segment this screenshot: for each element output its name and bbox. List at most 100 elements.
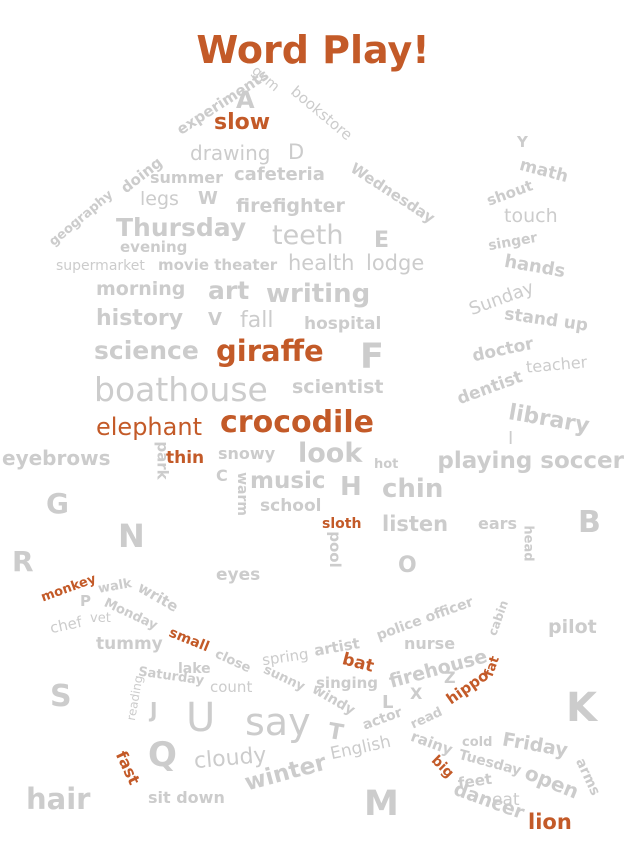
word-41: eyebrows [2, 446, 111, 470]
word-26: history [96, 306, 184, 331]
word-112: Q [148, 735, 177, 775]
word-13: W [198, 188, 218, 209]
word-42: hot [374, 457, 399, 472]
word-20: movie theater [158, 256, 278, 274]
word-50: sloth [322, 516, 362, 532]
word-125: sit down [148, 788, 225, 807]
word-72: B [578, 505, 601, 540]
word-22: lodge [366, 251, 425, 275]
word-103: say [245, 700, 311, 744]
word-23: morning [96, 278, 186, 300]
word-95: singing [316, 674, 379, 692]
word-70: library [506, 400, 592, 439]
word-24: art [208, 276, 250, 305]
word-8: D [288, 140, 305, 164]
word-77: P [80, 592, 91, 610]
word-39: look [298, 438, 363, 469]
word-100: reading [123, 674, 146, 722]
word-106: X [410, 684, 423, 703]
word-33: boathouse [94, 370, 268, 409]
word-59: Y [517, 133, 528, 151]
word-29: hospital [304, 314, 382, 334]
word-15: Thursday [116, 213, 247, 242]
word-49: school [260, 496, 322, 516]
word-25: writing [266, 279, 371, 309]
word-28: fall [240, 308, 274, 333]
word-6: slow [214, 110, 271, 135]
word-86: pilot [548, 616, 597, 638]
word-89: close [212, 646, 254, 677]
word-62: touch [504, 205, 558, 227]
word-75: walk [96, 576, 133, 597]
word-93: bat [340, 649, 376, 677]
word-127: M [364, 784, 399, 824]
word-90: lake [178, 661, 211, 677]
word-123: fast [111, 747, 144, 788]
word-46: music [250, 468, 326, 494]
word-84: cabin [485, 598, 512, 638]
word-54: N [118, 517, 145, 555]
word-34: scientist [292, 376, 384, 398]
word-48: chin [382, 474, 444, 504]
word-99: S [50, 679, 72, 714]
word-10: cafeteria [234, 164, 325, 185]
word-117: Friday [500, 728, 570, 762]
word-102: U [186, 695, 216, 741]
word-12: legs [140, 188, 179, 210]
word-101: J [150, 698, 158, 722]
word-111: K [566, 685, 597, 731]
word-124: hair [26, 782, 91, 816]
word-122: big [427, 752, 457, 782]
word-31: giraffe [216, 334, 324, 368]
word-108: actor [360, 704, 405, 734]
word-11: Wednesday [347, 159, 439, 228]
word-19: supermarket [56, 258, 145, 274]
word-58: O [398, 553, 417, 578]
word-92: count [210, 678, 253, 696]
word-14: firefighter [236, 195, 345, 217]
word-56: pool [325, 531, 344, 568]
word-9: summer [150, 168, 223, 187]
word-43: playing soccer [437, 448, 624, 474]
word-85: nurse [404, 634, 456, 653]
word-45: warm [233, 472, 250, 516]
word-32: F [360, 337, 384, 377]
word-82: small [166, 624, 212, 656]
word-51: listen [382, 512, 449, 536]
word-7: drawing [190, 141, 271, 165]
word-120: open [521, 760, 583, 804]
word-27: V [208, 309, 222, 330]
word-76: write [134, 578, 182, 616]
word-17: E [374, 228, 390, 253]
word-80: chef [48, 612, 84, 638]
word-78: vet [90, 611, 111, 626]
word-73: head [520, 525, 536, 562]
word-66: stand up [503, 304, 590, 336]
word-37: thin [166, 448, 205, 468]
word-129: eat [492, 790, 520, 810]
word-63: singer [486, 229, 539, 255]
word-38: snowy [218, 444, 276, 463]
word-116: cold [462, 735, 493, 750]
word-81: tummy [96, 634, 163, 654]
word-36: crocodile [220, 405, 374, 440]
word-64: hands [502, 250, 567, 283]
word-53: G [46, 487, 69, 520]
word-71: I [508, 428, 514, 449]
word-105: L [382, 692, 394, 713]
word-16: teeth [272, 220, 344, 251]
word-35: elephant [96, 413, 202, 441]
word-115: rainy [408, 727, 456, 759]
word-94: sunny [260, 662, 308, 695]
word-30: science [94, 336, 199, 365]
word-130: lion [528, 810, 572, 834]
word-55: R [12, 545, 34, 578]
page-title: Word Play! [196, 28, 430, 73]
word-57: eyes [216, 565, 261, 585]
word-2: bookstore [287, 82, 356, 144]
word-44: C [216, 466, 228, 485]
word-47: H [340, 472, 362, 502]
word-68: teacher [525, 352, 588, 377]
word-52: ears [478, 514, 518, 533]
